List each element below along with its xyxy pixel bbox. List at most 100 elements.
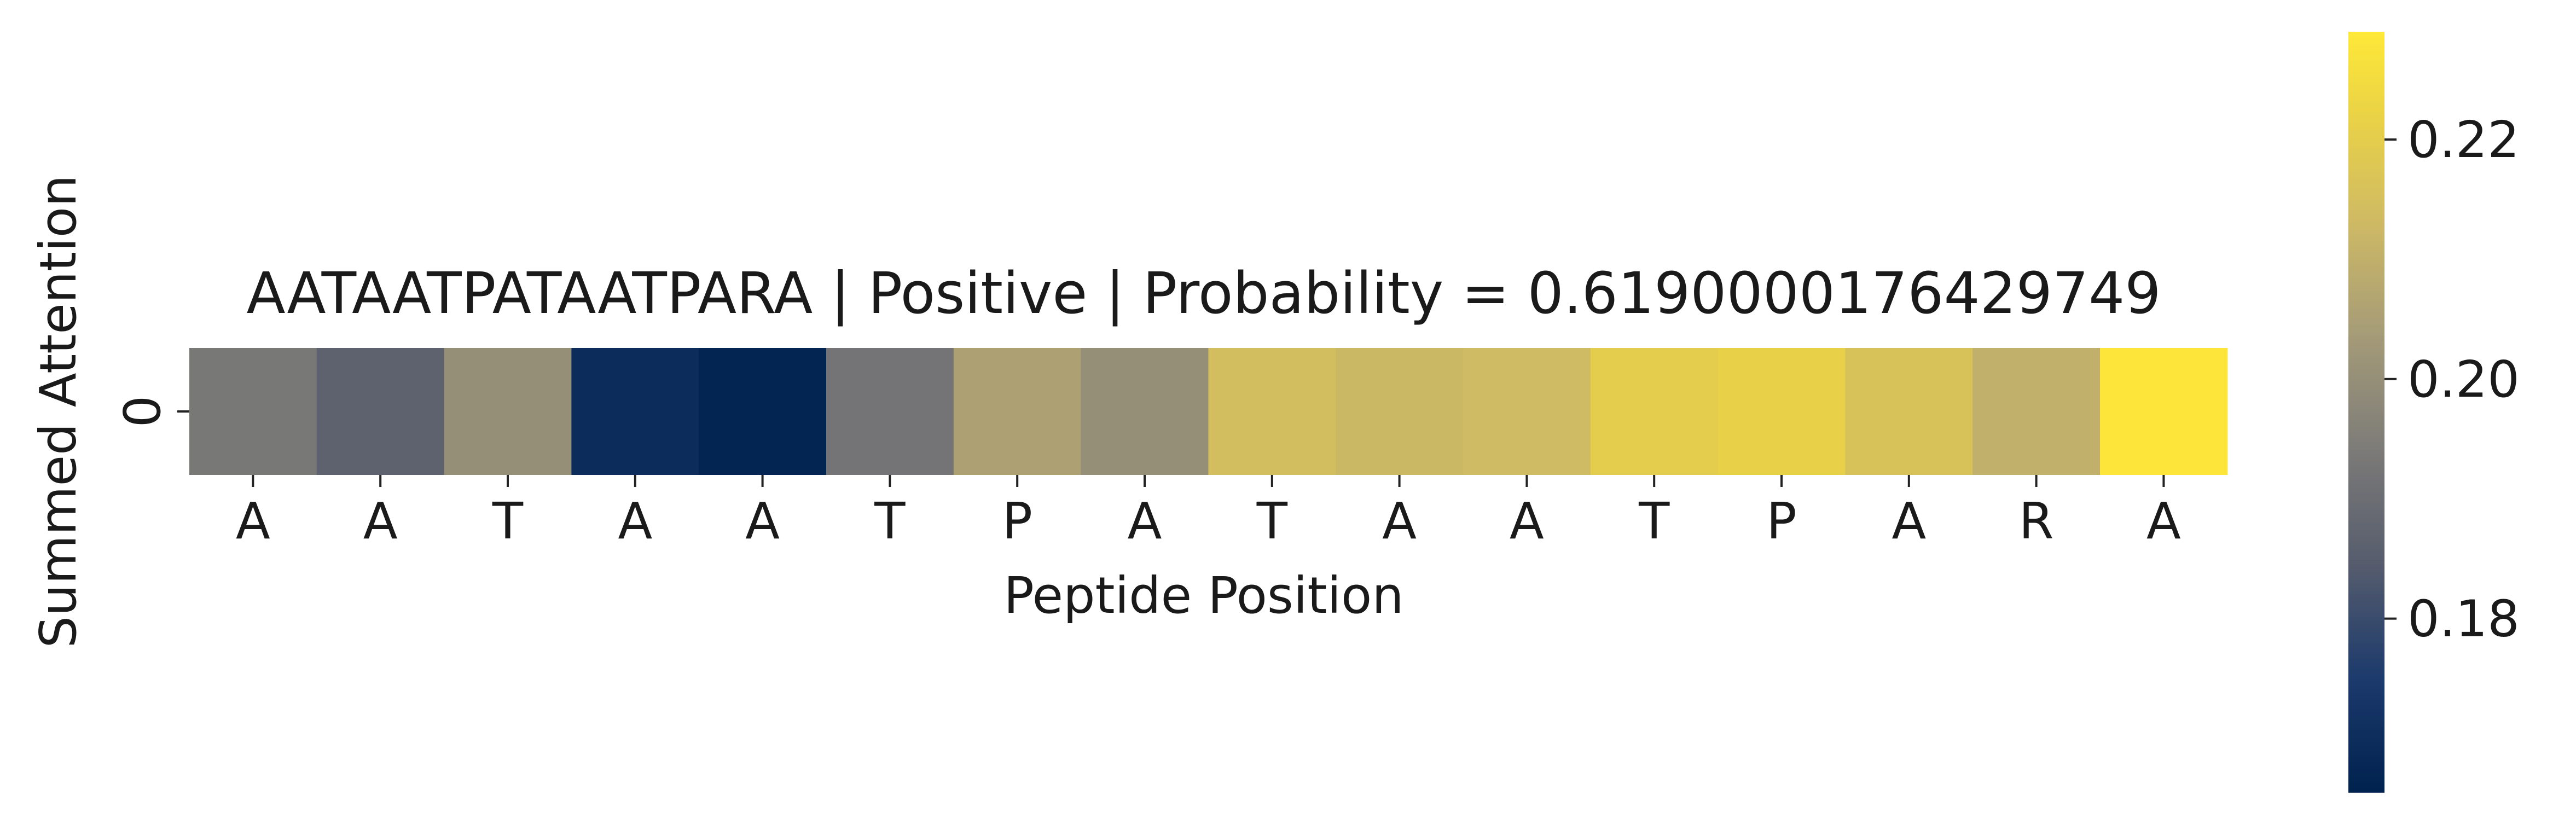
colorbar-band [2348,89,2384,93]
colorbar-band [2348,754,2384,759]
colorbar-band [2348,339,2384,344]
colorbar-band [2348,788,2384,793]
x-tick-label: T [874,492,906,550]
colorbar-band [2348,115,2384,120]
x-tick-label: A [1892,492,1926,550]
colorbar-band [2348,142,2384,147]
colorbar-band [2348,222,2384,227]
colorbar-band [2348,73,2384,78]
colorbar-band [2348,389,2384,394]
colorbar-band [2348,119,2384,124]
colorbar-band [2348,225,2384,230]
colorbar-band [2348,138,2384,143]
colorbar-band [2348,404,2384,409]
colorbar-band [2348,176,2384,181]
colorbar-band [2348,575,2384,580]
colorbar-band [2348,39,2384,44]
colorbar-band [2348,526,2384,531]
colorbar-band [2348,146,2384,150]
colorbar-band [2348,199,2384,204]
colorbar-band [2348,785,2384,789]
colorbar-band [2348,35,2384,40]
colorbar-band [2348,362,2384,367]
heatmap-cell [826,348,954,475]
colorbar-band [2348,434,2384,439]
colorbar-band [2348,317,2384,321]
heatmap-cell [1972,348,2101,475]
colorbar-band [2348,606,2384,611]
colorbar-band [2348,629,2384,633]
colorbar-band [2348,762,2384,767]
colorbar-band [2348,408,2384,413]
colorbar-band [2348,169,2384,173]
colorbar-band [2348,54,2384,59]
colorbar-band [2348,161,2384,166]
colorbar-band [2348,267,2384,272]
x-tick-label: T [492,492,524,550]
colorbar-band [2348,446,2384,451]
colorbar-band [2348,598,2384,603]
colorbar-band [2348,522,2384,527]
colorbar-band [2348,427,2384,432]
colorbar-band [2348,324,2384,329]
colorbar-band [2348,328,2384,333]
colorbar-band [2348,260,2384,264]
x-tick-label: A [1128,492,1162,550]
colorbar-band [2348,442,2384,447]
heatmap-cells [189,348,2228,475]
heatmap-cell [571,348,699,475]
colorbar-band [2348,43,2384,48]
colorbar-band [2348,507,2384,512]
colorbar-band [2348,746,2384,751]
colorbar-band [2348,537,2384,542]
colorbar-band [2348,130,2384,135]
colorbar-band [2348,514,2384,519]
colorbar-band [2348,153,2384,158]
colorbar-band [2348,553,2384,557]
colorbar-band [2348,503,2384,508]
colorbar-band [2348,202,2384,207]
colorbar-band [2348,62,2384,67]
x-tick-label: A [2146,492,2181,550]
colorbar-band [2348,617,2384,622]
colorbar-band [2348,393,2384,397]
colorbar-band [2348,484,2384,489]
colorbar-band [2348,632,2384,637]
colorbar-band [2348,461,2384,466]
colorbar-band [2348,541,2384,546]
colorbar-band [2348,579,2384,584]
colorbar-band [2348,640,2384,645]
colorbar-band [2348,256,2384,260]
colorbar-band [2348,465,2384,470]
colorbar-band [2348,602,2384,607]
colorbar-band [2348,488,2384,492]
colorbar-band [2348,727,2384,732]
colorbar-band [2348,530,2384,535]
colorbar-band [2348,248,2384,253]
x-tick-label: A [1510,492,1544,550]
colorbar-band [2348,66,2384,71]
colorbar-band [2348,149,2384,154]
colorbar-band [2348,358,2384,363]
colorbar-band [2348,590,2384,595]
colorbar-band [2348,651,2384,656]
colorbar-band [2348,278,2384,283]
y-axis-ticks: 0 [113,396,189,427]
colorbar-band [2348,286,2384,291]
y-axis-label: Summed Attention [29,175,88,648]
colorbar-band [2348,100,2384,105]
colorbar-band [2348,96,2384,101]
colorbar-band [2348,480,2384,485]
colorbar-band [2348,180,2384,184]
colorbar-band [2348,301,2384,306]
heatmap-cell [316,348,445,475]
colorbar-band [2348,294,2384,299]
colorbar-band [2348,709,2384,713]
heatmap-cell [1336,348,1464,475]
colorbar-band [2348,773,2384,777]
colorbar-tick-label: 0.22 [2407,111,2520,169]
colorbar-band [2348,47,2384,51]
colorbar-band [2348,583,2384,588]
colorbar-band [2348,701,2384,705]
colorbar-band [2348,567,2384,572]
